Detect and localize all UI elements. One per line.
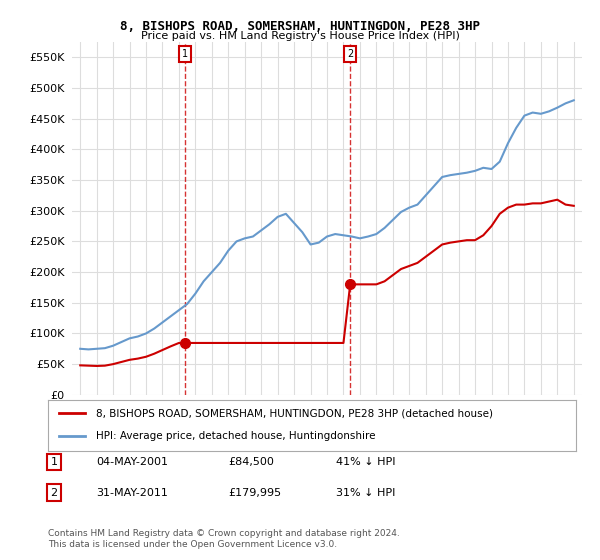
Text: 31% ↓ HPI: 31% ↓ HPI bbox=[336, 488, 395, 498]
Text: HPI: Average price, detached house, Huntingdonshire: HPI: Average price, detached house, Hunt… bbox=[95, 431, 375, 441]
Text: £179,995: £179,995 bbox=[228, 488, 281, 498]
Text: 41% ↓ HPI: 41% ↓ HPI bbox=[336, 457, 395, 467]
Text: 2: 2 bbox=[347, 49, 353, 59]
Text: Price paid vs. HM Land Registry's House Price Index (HPI): Price paid vs. HM Land Registry's House … bbox=[140, 31, 460, 41]
Text: 1: 1 bbox=[181, 49, 188, 59]
Text: £84,500: £84,500 bbox=[228, 457, 274, 467]
Text: 8, BISHOPS ROAD, SOMERSHAM, HUNTINGDON, PE28 3HP: 8, BISHOPS ROAD, SOMERSHAM, HUNTINGDON, … bbox=[120, 20, 480, 32]
Text: Contains HM Land Registry data © Crown copyright and database right 2024.
This d: Contains HM Land Registry data © Crown c… bbox=[48, 529, 400, 549]
Text: 1: 1 bbox=[50, 457, 58, 467]
Text: 2: 2 bbox=[50, 488, 58, 498]
Text: 8, BISHOPS ROAD, SOMERSHAM, HUNTINGDON, PE28 3HP (detached house): 8, BISHOPS ROAD, SOMERSHAM, HUNTINGDON, … bbox=[95, 408, 493, 418]
Text: 04-MAY-2001: 04-MAY-2001 bbox=[96, 457, 168, 467]
Text: 31-MAY-2011: 31-MAY-2011 bbox=[96, 488, 168, 498]
